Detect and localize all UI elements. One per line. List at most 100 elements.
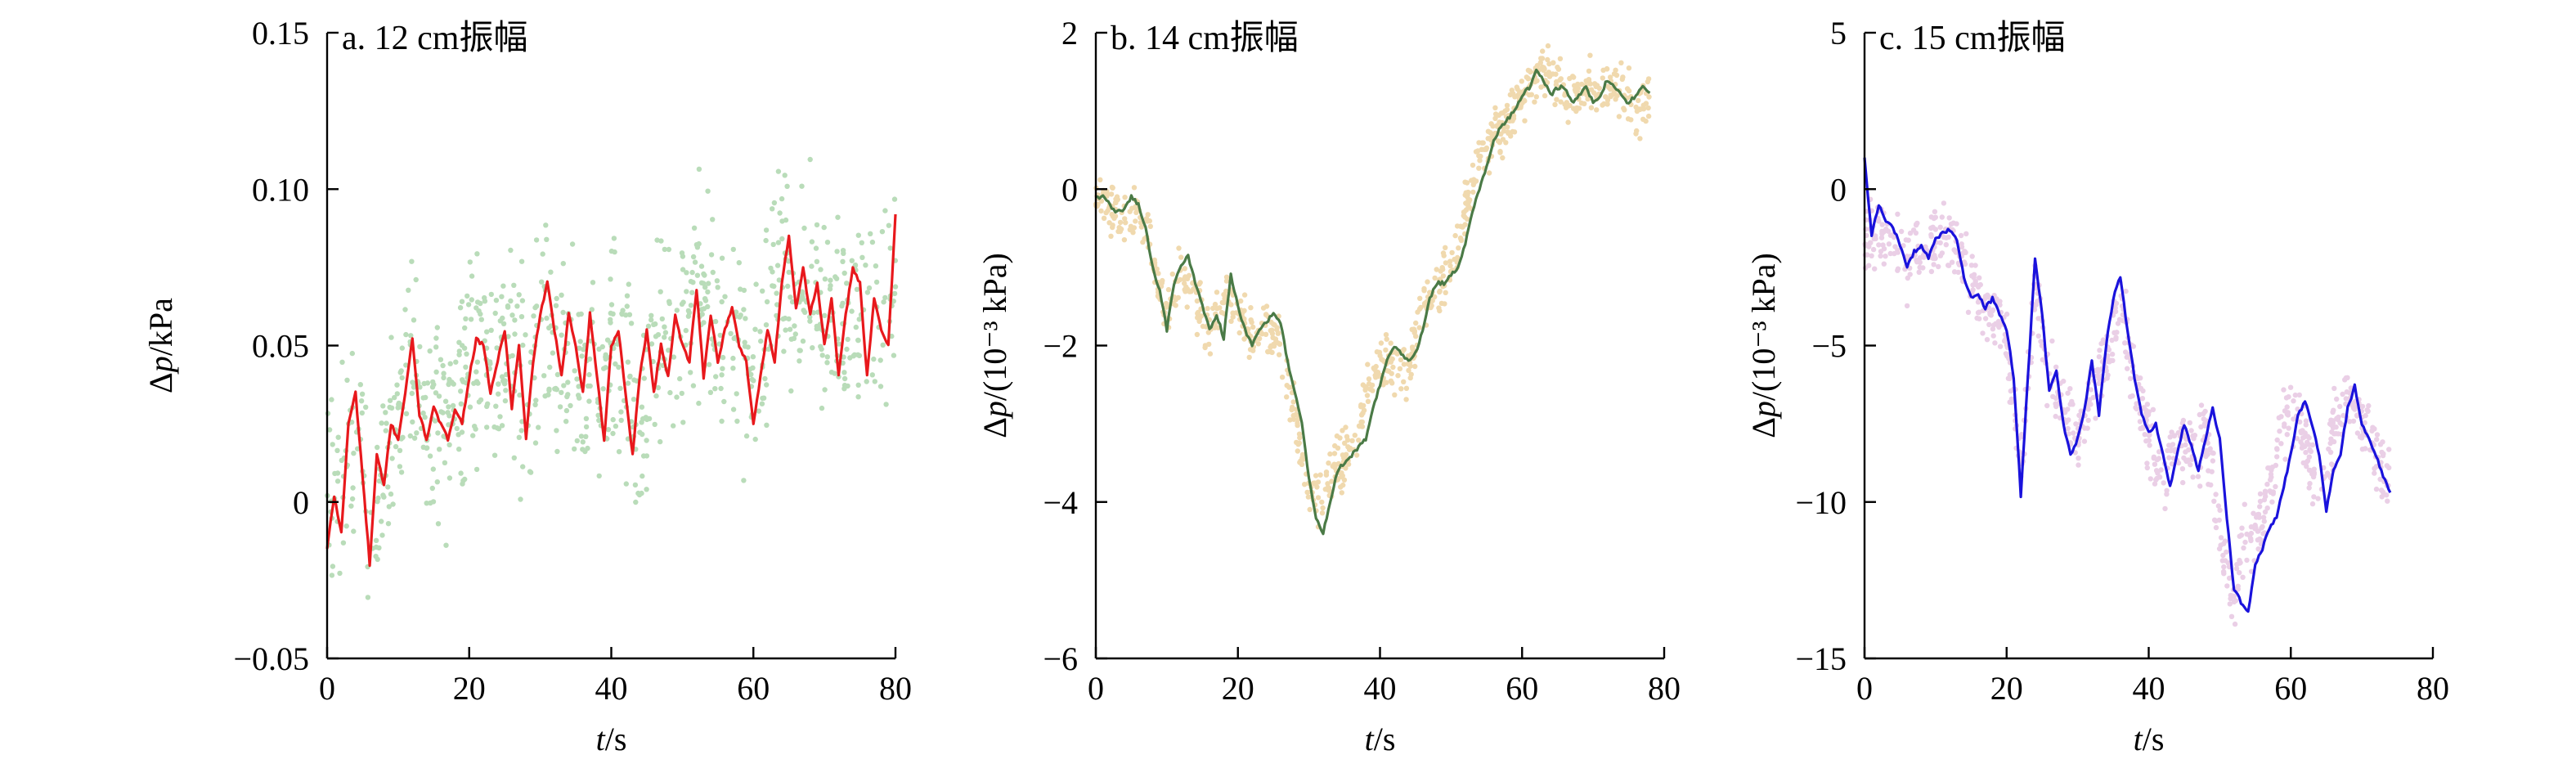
raw-data-point (485, 401, 491, 406)
raw-data-point (1895, 211, 1901, 217)
raw-data-point (2165, 447, 2170, 454)
raw-data-point (1376, 349, 1383, 355)
raw-data-point (1497, 140, 1503, 146)
raw-data-point (548, 269, 554, 275)
raw-data-point (2315, 496, 2321, 501)
x-tick-label: 60 (2274, 670, 2307, 707)
raw-data-point (1390, 364, 1396, 371)
raw-data-point (736, 260, 742, 266)
raw-data-point (1464, 180, 1470, 186)
raw-data-point (1246, 354, 1252, 361)
raw-data-point (473, 426, 478, 432)
raw-data-point (2186, 447, 2192, 453)
raw-data-point (810, 310, 816, 316)
raw-data-point (2309, 471, 2315, 477)
raw-data-point (2166, 442, 2172, 448)
raw-data-point (1551, 60, 1556, 65)
raw-data-point (1223, 274, 1230, 280)
raw-data-point (424, 380, 431, 386)
raw-data-point (760, 288, 765, 294)
raw-data-point (1358, 404, 1364, 410)
raw-data-point (523, 332, 528, 338)
raw-data-point (654, 237, 660, 243)
raw-data-point (807, 318, 813, 324)
x-tick-label: 80 (879, 670, 912, 707)
raw-data-point (1596, 85, 1603, 92)
raw-data-point (334, 478, 341, 484)
raw-data-point (2071, 430, 2076, 436)
raw-data-point (2291, 398, 2296, 404)
raw-data-point (1916, 269, 1922, 275)
raw-data-point (1403, 385, 1410, 391)
raw-data-point (852, 262, 859, 268)
raw-data-point (532, 440, 539, 446)
raw-data-point (2311, 494, 2317, 500)
raw-data-point (819, 353, 825, 358)
raw-data-point (623, 481, 629, 487)
raw-data-point (1360, 410, 1366, 416)
raw-data-point (1212, 301, 1218, 308)
raw-data-point (756, 408, 761, 414)
raw-data-point (1974, 315, 1980, 321)
raw-data-point (2307, 481, 2313, 487)
raw-data-point (889, 333, 895, 339)
raw-data-point (1145, 212, 1151, 218)
raw-data-point (1274, 326, 1280, 333)
raw-data-point (2153, 468, 2160, 474)
raw-data-point (430, 379, 436, 385)
y-tick-label: 0 (1061, 171, 1078, 208)
raw-data-point (1883, 226, 1889, 232)
raw-data-point (610, 416, 616, 423)
raw-data-point (451, 381, 456, 387)
raw-data-point (2169, 461, 2175, 467)
raw-data-point (644, 453, 650, 459)
raw-data-point (420, 395, 426, 401)
raw-data-point (429, 384, 436, 390)
raw-data-point (624, 303, 630, 309)
raw-data-point (1984, 337, 1990, 343)
raw-data-point (1356, 423, 1362, 429)
raw-data-point (2198, 402, 2205, 408)
raw-data-point (787, 326, 793, 332)
raw-data-point (432, 418, 438, 424)
raw-data-point (1470, 189, 1476, 195)
raw-data-point (892, 284, 899, 290)
raw-data-point (2286, 394, 2291, 400)
raw-data-point (2211, 498, 2217, 504)
raw-data-point (1297, 435, 1303, 441)
raw-data-point (2180, 479, 2186, 486)
x-tick-label: 0 (1088, 670, 1104, 707)
raw-data-point (586, 398, 592, 404)
raw-data-point (402, 307, 408, 312)
raw-data-point (1510, 128, 1515, 135)
raw-data-point (441, 375, 447, 381)
raw-data-point (1914, 258, 1919, 263)
raw-data-point (1645, 79, 1651, 85)
raw-data-point (1401, 362, 1407, 367)
raw-data-point (509, 312, 515, 318)
raw-data-point (1586, 68, 1592, 74)
raw-data-point (473, 466, 480, 473)
raw-data-point (863, 263, 868, 268)
raw-data-point (1177, 276, 1183, 283)
raw-data-point (459, 343, 465, 348)
raw-data-point (730, 366, 736, 371)
raw-data-point (1955, 269, 1961, 276)
raw-data-point (2150, 406, 2156, 412)
raw-data-point (1557, 56, 1564, 62)
raw-data-point (1898, 228, 1905, 235)
raw-data-point (752, 326, 758, 332)
raw-data-point (349, 496, 356, 502)
raw-data-point (1886, 241, 1892, 247)
panel-title: c. 15 cm振幅 (1879, 20, 2065, 57)
y-tick-label: −10 (1795, 484, 1847, 521)
raw-data-point (657, 438, 663, 445)
raw-data-point (734, 391, 739, 397)
raw-data-point (713, 374, 719, 380)
raw-data-point (822, 387, 828, 393)
raw-data-point (395, 405, 401, 411)
raw-data-point (2158, 467, 2164, 473)
raw-data-point (764, 382, 770, 388)
raw-data-point (554, 371, 561, 378)
raw-data-point (508, 298, 514, 304)
